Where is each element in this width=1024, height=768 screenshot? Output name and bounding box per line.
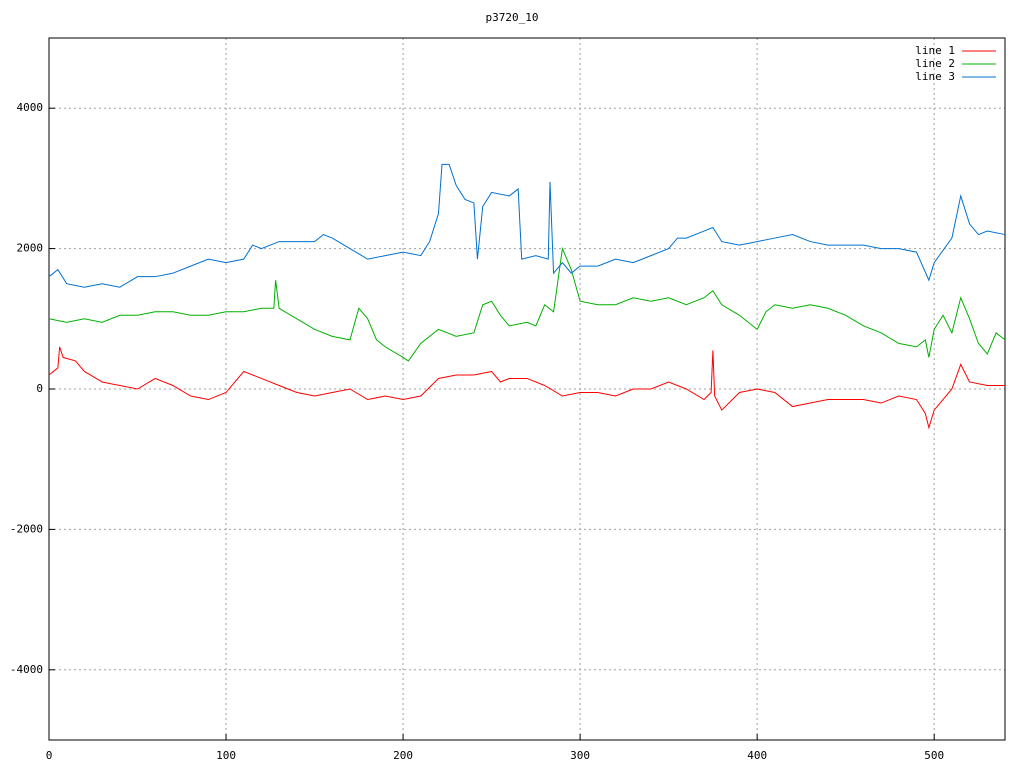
y-tick-label: 4000 [17, 101, 44, 114]
y-tick-label: -4000 [10, 663, 43, 676]
x-tick-label: 500 [924, 749, 944, 762]
line-series [48, 246, 1006, 362]
legend-label: line 2 [915, 57, 955, 70]
y-tick-label: 0 [36, 382, 43, 395]
x-tick-label: 300 [570, 749, 590, 762]
line-series [48, 163, 1006, 288]
x-tick-label: 100 [216, 749, 236, 762]
x-tick-label: 400 [747, 749, 767, 762]
y-tick-label: 2000 [17, 242, 44, 255]
legend-label: line 3 [915, 70, 955, 83]
line-series [48, 346, 1005, 430]
legend-label: line 1 [915, 44, 955, 57]
x-tick-label: 0 [46, 749, 53, 762]
x-tick-label: 200 [393, 749, 413, 762]
y-tick-label: -2000 [10, 522, 43, 535]
chart-title: p3720_10 [486, 11, 539, 24]
plot-frame [48, 37, 1006, 741]
